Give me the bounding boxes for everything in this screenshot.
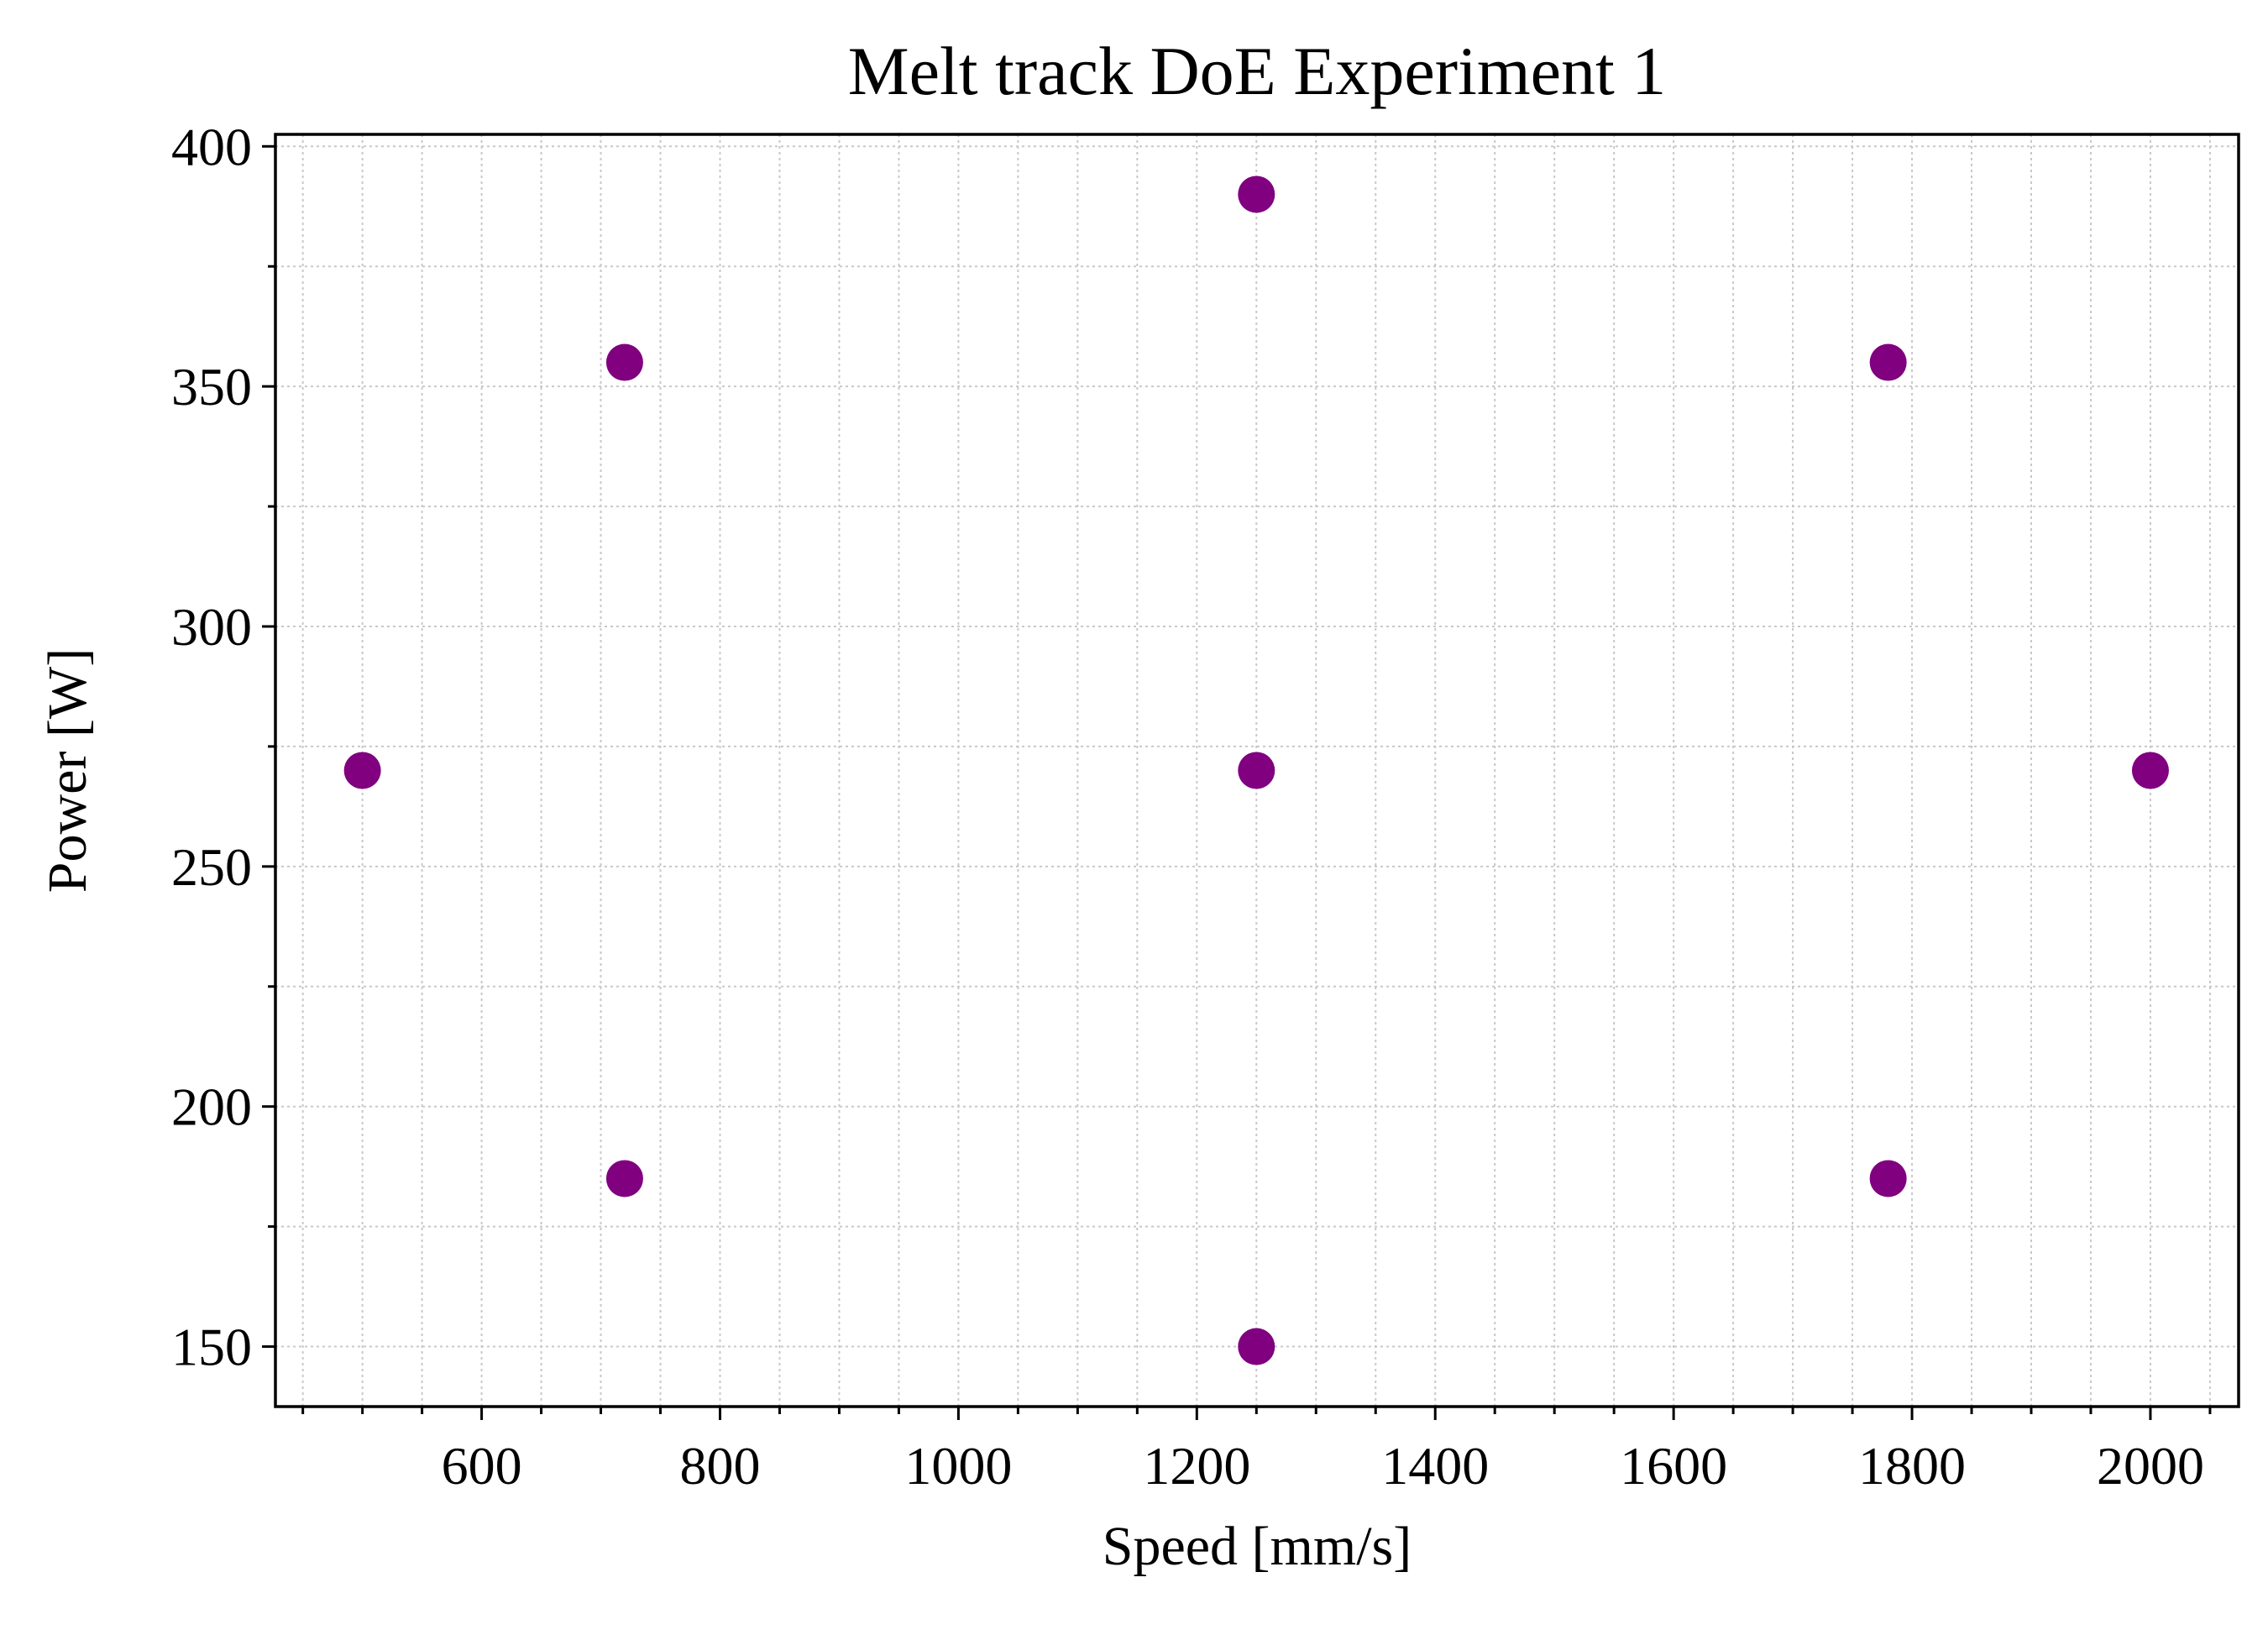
y-tick-label: 350 (171, 357, 252, 417)
x-tick-label: 600 (442, 1436, 522, 1496)
y-tick-label: 400 (171, 117, 252, 176)
data-point (1238, 1328, 1275, 1365)
y-axis-label: Power [W] (37, 648, 98, 893)
x-tick-label: 2000 (2097, 1436, 2204, 1496)
plot-frame (274, 133, 2240, 1408)
x-tick-label: 800 (679, 1436, 760, 1496)
x-tick-label: 1400 (1381, 1436, 1489, 1496)
chart-title: Melt track DoE Experiment 1 (848, 33, 1667, 109)
data-point (1869, 1160, 1907, 1197)
axis-ticks: 600 800 1000 1200 1400 1600 1800 2000 150 200 250 3… (171, 117, 2212, 1496)
data-point (343, 752, 381, 789)
data-point (1238, 752, 1275, 789)
x-axis-label: Speed [mm/s] (1103, 1516, 1412, 1577)
x-tick-label: 1200 (1143, 1436, 1250, 1496)
data-point (2131, 752, 2169, 789)
data-points (343, 176, 2169, 1365)
y-tick-label: 300 (171, 597, 252, 657)
y-tick-label: 150 (171, 1318, 252, 1377)
x-tick-label: 1600 (1620, 1436, 1727, 1496)
x-tick-label: 1000 (904, 1436, 1012, 1496)
data-point (605, 1160, 643, 1197)
y-tick-label: 200 (171, 1077, 252, 1137)
y-tick-label: 250 (171, 837, 252, 897)
x-tick-label: 1800 (1858, 1436, 1966, 1496)
grid-lines (275, 134, 2239, 1407)
data-point (1238, 176, 1275, 213)
data-point (605, 343, 643, 381)
data-point (1869, 343, 1907, 381)
